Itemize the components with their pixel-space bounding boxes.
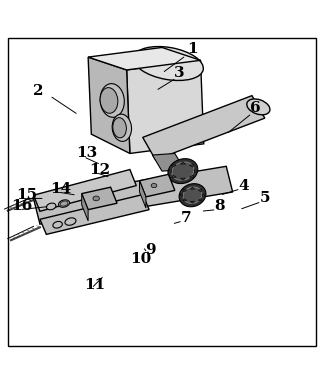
Polygon shape <box>33 169 136 211</box>
Text: 13: 13 <box>76 146 97 161</box>
Text: 6: 6 <box>250 101 260 116</box>
Polygon shape <box>140 181 146 208</box>
Polygon shape <box>172 175 176 178</box>
Ellipse shape <box>46 203 56 210</box>
Polygon shape <box>179 194 182 197</box>
Polygon shape <box>82 194 88 221</box>
Polygon shape <box>140 174 175 197</box>
Polygon shape <box>168 170 171 172</box>
Polygon shape <box>190 165 194 167</box>
Ellipse shape <box>53 222 62 228</box>
Ellipse shape <box>247 99 270 115</box>
Ellipse shape <box>112 114 132 141</box>
Text: 8: 8 <box>214 199 225 214</box>
Ellipse shape <box>100 84 124 117</box>
Text: 10: 10 <box>131 252 152 266</box>
Polygon shape <box>180 162 185 164</box>
Ellipse shape <box>172 162 194 180</box>
Polygon shape <box>180 178 185 180</box>
Ellipse shape <box>151 184 157 188</box>
Text: 9: 9 <box>145 243 156 257</box>
Ellipse shape <box>113 118 126 138</box>
Polygon shape <box>88 57 130 154</box>
Polygon shape <box>191 201 194 203</box>
Text: 4: 4 <box>238 179 249 192</box>
Polygon shape <box>152 154 184 171</box>
Ellipse shape <box>65 218 76 225</box>
Polygon shape <box>127 60 204 154</box>
Ellipse shape <box>60 201 68 206</box>
Ellipse shape <box>59 200 70 207</box>
Polygon shape <box>198 189 202 192</box>
Polygon shape <box>191 187 194 189</box>
Polygon shape <box>183 199 187 201</box>
Polygon shape <box>198 199 202 201</box>
Polygon shape <box>88 48 201 70</box>
Ellipse shape <box>93 196 99 201</box>
Ellipse shape <box>179 184 206 207</box>
Text: 3: 3 <box>174 66 185 80</box>
Polygon shape <box>172 165 176 167</box>
Ellipse shape <box>168 159 198 184</box>
Polygon shape <box>194 170 198 172</box>
Ellipse shape <box>133 46 203 81</box>
Polygon shape <box>190 175 194 178</box>
Polygon shape <box>143 96 265 160</box>
Text: 11: 11 <box>84 278 105 292</box>
Text: 16: 16 <box>12 199 33 214</box>
Text: 14: 14 <box>50 182 71 196</box>
Polygon shape <box>183 189 187 192</box>
Polygon shape <box>40 195 149 234</box>
Polygon shape <box>33 166 233 224</box>
Text: 5: 5 <box>260 192 270 205</box>
Ellipse shape <box>183 187 202 204</box>
Text: 7: 7 <box>181 211 191 225</box>
Text: 1: 1 <box>187 42 198 56</box>
Text: 15: 15 <box>17 188 38 202</box>
Text: 12: 12 <box>89 162 110 177</box>
Ellipse shape <box>100 88 118 113</box>
Polygon shape <box>202 194 206 197</box>
Text: 2: 2 <box>33 84 44 98</box>
Polygon shape <box>82 187 117 210</box>
